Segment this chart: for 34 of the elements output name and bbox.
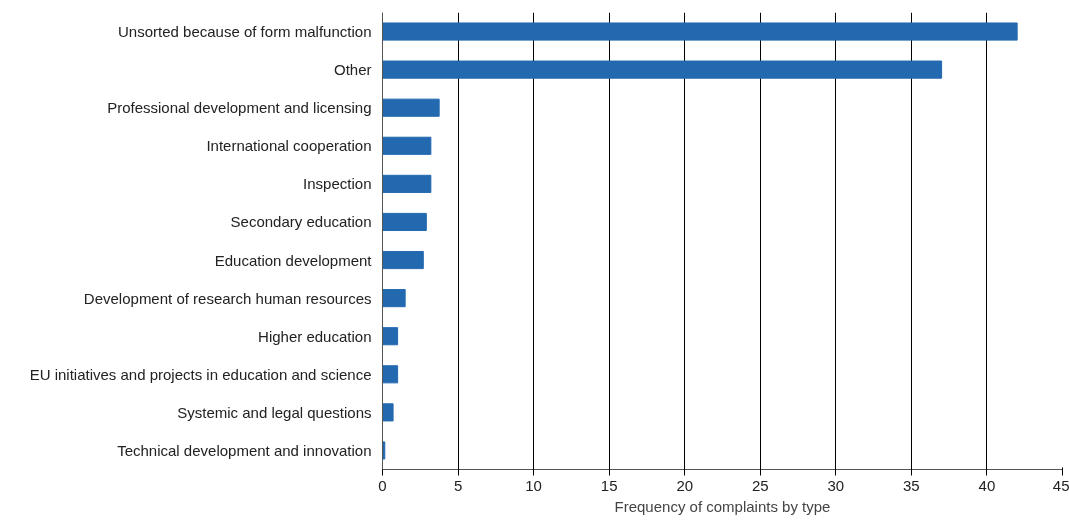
x-axis-title: Frequency of complaints by type: [614, 497, 831, 515]
bar: [382, 212, 427, 232]
y-tick-label: Secondary education: [230, 213, 372, 231]
bar: [382, 98, 440, 117]
y-tick-label: EU initiatives and projects in education and science: [29, 365, 372, 383]
x-tick-label: 0: [378, 476, 387, 494]
bar: [382, 60, 943, 79]
y-tick-label: Other: [333, 61, 372, 79]
bar: [382, 403, 394, 422]
x-tick-label: 10: [525, 476, 542, 494]
bar: [382, 327, 399, 346]
x-tick-label: 35: [903, 476, 920, 494]
x-tick-label: 20: [676, 476, 694, 494]
bar: [382, 289, 406, 308]
y-tick-label: Professional development and licensing: [107, 99, 372, 117]
y-tick-label: Inspection: [303, 175, 372, 193]
x-tick-label: 15: [600, 476, 618, 494]
y-tick-label: Technical development and innovation: [117, 441, 372, 459]
y-tick-label: Systemic and legal questions: [177, 403, 372, 421]
y-tick-label: Development of research human resources: [83, 289, 372, 307]
x-tick-label: 45: [1052, 476, 1069, 494]
bar: [382, 174, 432, 193]
y-tick-label: Unsorted because of form malfunction: [118, 23, 372, 41]
x-tick-label: 30: [827, 476, 845, 494]
bar: [382, 22, 1018, 41]
bar: [382, 136, 432, 155]
x-tick-label: 5: [453, 476, 463, 494]
y-tick-label: Higher education: [258, 327, 372, 345]
y-tick-label: Education development: [214, 251, 373, 269]
bar: [382, 365, 399, 384]
x-tick-label: 40: [978, 476, 996, 494]
bar: [382, 250, 424, 270]
x-tick-label: 25: [751, 476, 769, 494]
y-tick-label: International cooperation: [206, 137, 372, 155]
